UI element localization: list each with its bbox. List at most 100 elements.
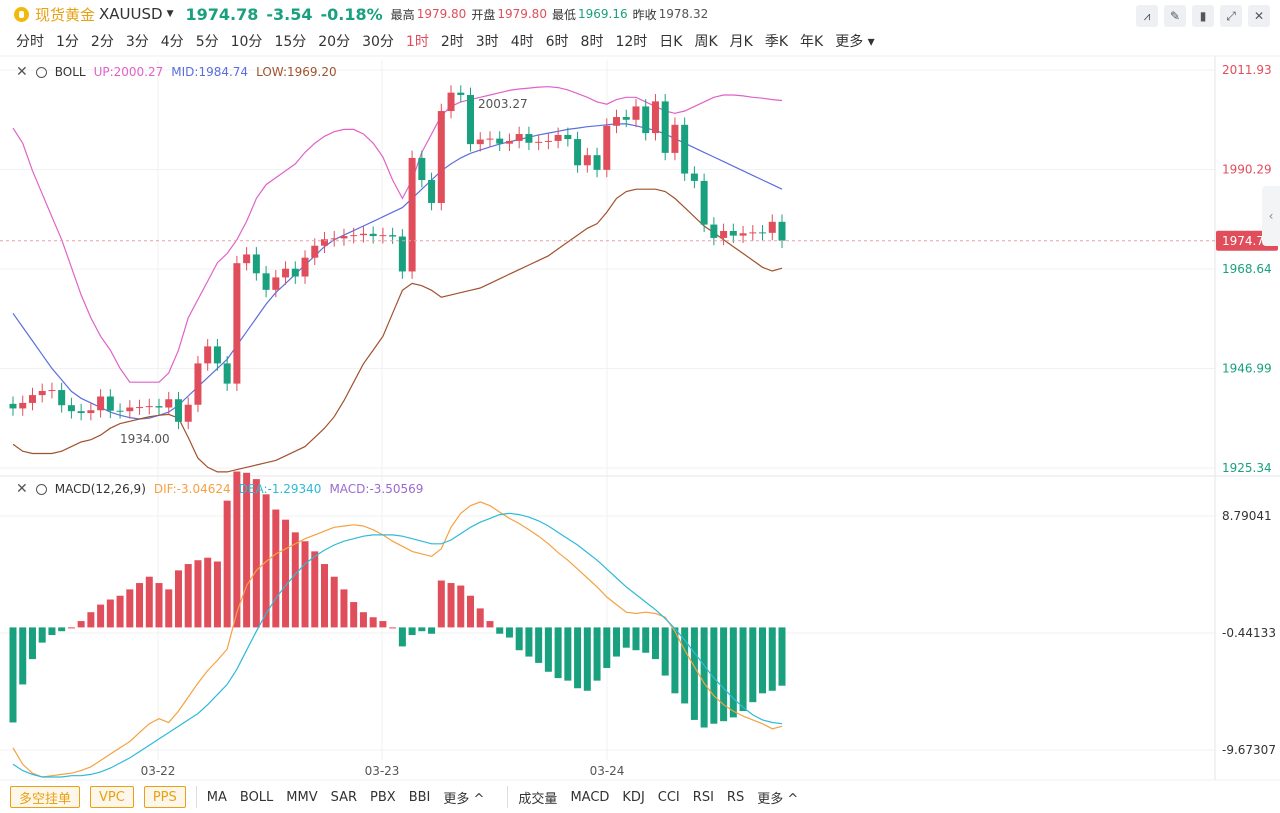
macd-bar [690,627,698,720]
instrument-name[interactable]: 现货黄金 [35,5,96,24]
period-tab[interactable]: 1时 [405,34,429,50]
main-indicator-link[interactable]: BOLL [239,789,274,805]
macd-bar [525,627,533,657]
macd-bar [515,627,523,651]
collapse-panel-handle[interactable]: ‹ [1262,186,1280,246]
candle-body [243,254,251,264]
candle-body [651,101,659,134]
macd-bar [272,509,280,628]
candle-body [204,346,212,364]
period-tab[interactable]: 更多 ▾ [835,34,875,50]
period-tab[interactable]: 1分 [56,34,79,50]
main-indicator-link[interactable]: BBI [408,789,431,805]
candle-body [574,139,582,166]
macd-axis-label: -9.67307 [1222,743,1276,757]
macd-bar [291,532,299,628]
bottom-toolbar: 多空挂单 VPC PPS MA BOLL MMV SAR PBX BBI 更多 ^ 成交量 MACD K… [0,782,1280,812]
period-tab[interactable]: 30分 [362,34,394,50]
sub-indicator-link[interactable]: 成交量 [518,791,558,807]
candle-body [720,231,728,238]
candle-body [38,390,46,396]
period-tab[interactable]: 20分 [318,34,351,50]
instrument-symbol[interactable]: XAUUSD [99,5,163,23]
close-icon[interactable]: ✕ [1248,5,1270,27]
candle-body [340,236,348,239]
eye-icon[interactable] [35,66,47,78]
order-button[interactable]: PPS [143,786,186,808]
candle-body [155,406,163,408]
current-price-tag: 1974.78 [1222,234,1272,248]
low-value: 1969.16 [577,7,628,21]
macd-dea-value: DEA:-1.29340 [238,482,322,496]
candle-body [437,111,445,203]
candle-body [87,410,95,414]
boll-up-value: UP:2000.27 [93,65,164,79]
period-tab[interactable]: 季K [764,34,789,50]
period-tab[interactable]: 6时 [545,34,569,50]
macd-bar [564,627,572,681]
sub-indicator-link[interactable]: RSI [692,789,714,805]
candle-body [359,233,367,236]
macd-bar [28,627,36,660]
main-indicator-link[interactable]: MA [206,789,227,805]
caret-down-icon[interactable]: ▼ [166,9,174,19]
candle-body [661,101,669,153]
period-tab[interactable]: 周K [694,34,718,50]
candle-body [233,263,241,384]
price-axis-label: 1946.99 [1222,361,1272,375]
sub-indicator-link[interactable]: CCI [657,789,680,805]
macd-bar [671,627,679,694]
candle-body [19,402,27,409]
period-tab[interactable]: 8时 [580,34,604,50]
more-sub-indicators[interactable]: 更多 ^ [757,791,799,807]
period-tab[interactable]: 10分 [230,34,263,50]
macd-bar [710,627,718,724]
main-indicator-link[interactable]: SAR [330,789,358,805]
macd-bar [233,471,241,628]
boll-legend: ✕ BOLL UP:2000.27 MID:1984.74 LOW:1969.2… [16,64,337,80]
candle-type-icon[interactable]: ▮ [1192,5,1214,27]
macd-bar [252,479,260,628]
fullscreen-icon[interactable]: ⤢ [1220,5,1242,27]
order-button[interactable]: 多空挂单 [10,786,81,808]
period-tab[interactable]: 4时 [510,34,534,50]
period-tab[interactable]: 5分 [195,34,219,50]
period-tab[interactable]: 15分 [274,34,307,50]
close-macd-icon[interactable]: ✕ [16,481,28,497]
period-tab[interactable]: 12时 [615,34,648,50]
main-indicator-link[interactable]: PBX [370,789,396,805]
period-tab[interactable]: 年K [800,34,824,50]
period-tab[interactable]: 日K [659,34,683,50]
macd-legend: ✕ MACD(12,26,9) DIF:-3.04624 DEA:-1.2934… [16,481,423,497]
boll-mid-value: MID:1984.74 [171,65,249,79]
macd-bar [544,627,552,672]
period-tab[interactable]: 4分 [160,34,184,50]
close-boll-icon[interactable]: ✕ [16,64,28,80]
low-label: 最低 [551,7,576,22]
period-tab[interactable]: 月K [729,34,753,50]
period-tab[interactable]: 3分 [125,34,149,50]
order-button[interactable]: VPC [90,786,134,808]
candle-body [97,396,105,411]
sub-indicator-link[interactable]: KDJ [622,789,645,805]
eye-icon[interactable] [35,483,47,495]
draw-tool-icon[interactable]: ✎ [1164,5,1186,27]
sub-indicator-link[interactable]: MACD [570,789,610,805]
period-tab[interactable]: 3时 [475,34,499,50]
main-indicator-link[interactable]: MMV [286,789,318,805]
price-axis-label: 2011.93 [1222,63,1272,77]
more-main-indicators[interactable]: 更多 ^ [443,791,485,807]
macd-bar [330,576,338,628]
macd-bar [145,576,153,628]
macd-bar [126,589,134,628]
line-tool-icon[interactable]: ⩘ [1136,5,1158,27]
sub-indicator-link[interactable]: RS [726,789,745,805]
period-tab[interactable]: 2分 [90,34,114,50]
candle-body [48,390,56,392]
period-tab[interactable]: 2时 [440,34,464,50]
macd-name: MACD(12,26,9) [54,482,146,496]
macd-bar [301,541,309,628]
candle-body [389,235,397,237]
period-tab[interactable]: 分时 [16,34,44,50]
